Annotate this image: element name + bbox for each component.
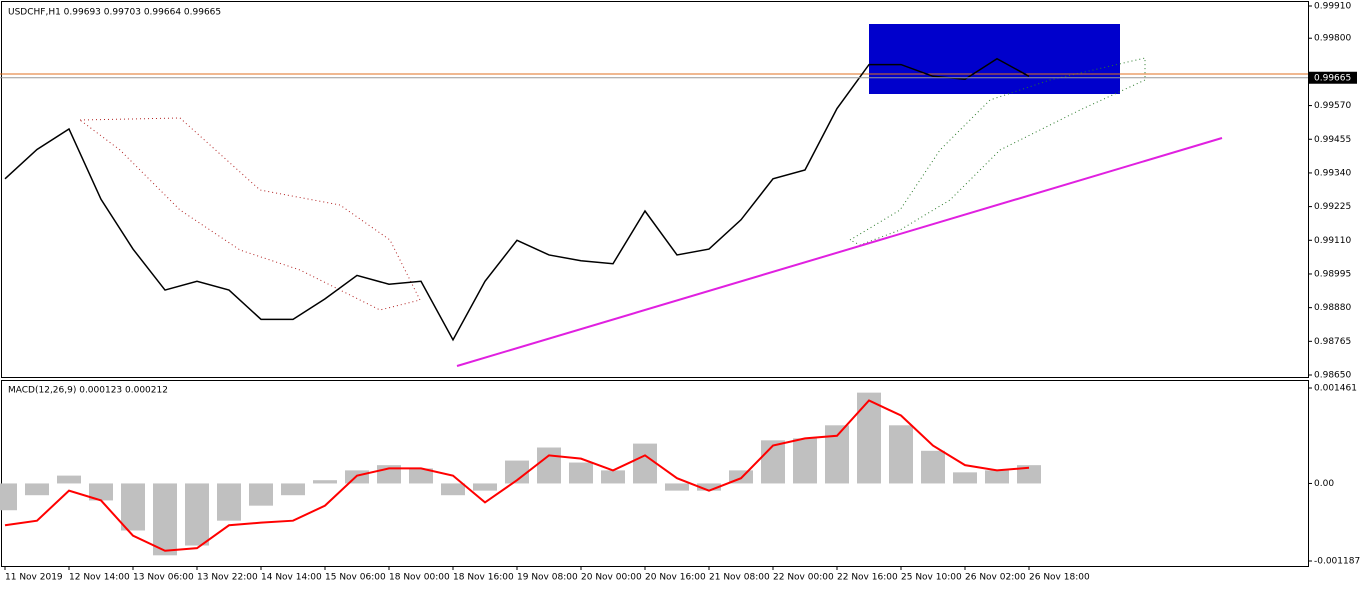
x-tick-label: 26 Nov 18:00 xyxy=(1029,573,1090,583)
histogram-bar xyxy=(601,470,625,484)
x-tick-label: 22 Nov 16:00 xyxy=(837,573,898,583)
x-tick-label: 14 Nov 14:00 xyxy=(261,573,322,583)
y-tick-label: 0.98765 xyxy=(1314,337,1351,347)
trend-line xyxy=(456,137,1223,367)
y-tick-label: 0.98650 xyxy=(1314,371,1351,381)
histogram-bar xyxy=(665,483,689,491)
highlight-box xyxy=(869,24,1120,94)
x-tick-label: 13 Nov 06:00 xyxy=(133,573,194,583)
histogram-bar xyxy=(633,443,657,484)
histogram-bar xyxy=(441,483,465,496)
y-tick-label: 0.98880 xyxy=(1314,303,1351,313)
histogram-bar xyxy=(121,483,145,531)
histogram-bar xyxy=(697,483,721,491)
price-line xyxy=(4,57,1030,342)
x-tick-label: 21 Nov 08:00 xyxy=(709,573,770,583)
histogram-bar xyxy=(889,425,913,484)
x-tick-label: 12 Nov 14:00 xyxy=(69,573,130,583)
histogram-bar xyxy=(89,483,113,501)
histogram-bar xyxy=(793,438,817,484)
y-tick-label: 0.99455 xyxy=(1314,135,1351,145)
y-tick-label: 0.99800 xyxy=(1314,34,1351,44)
histogram-bar xyxy=(953,472,977,484)
histogram-bar xyxy=(537,447,561,484)
y-tick-label: -0.001187 xyxy=(1314,557,1360,567)
histogram-bar xyxy=(921,450,945,484)
y-tick-label: 0.99570 xyxy=(1314,101,1351,111)
histogram-bar xyxy=(505,460,529,484)
histogram-bar xyxy=(313,480,337,484)
histogram-bar xyxy=(25,483,49,496)
x-tick-label: 22 Nov 00:00 xyxy=(773,573,834,583)
histogram-bar xyxy=(185,483,209,546)
x-tick-label: 25 Nov 10:00 xyxy=(901,573,962,583)
y-tick-label: 0.99225 xyxy=(1314,202,1351,212)
histogram-bar xyxy=(985,470,1009,484)
price-tag xyxy=(1309,71,1357,84)
signal-line xyxy=(4,399,1030,552)
price-tag-label: 0.99665 xyxy=(1314,73,1351,83)
y-tick-label: 0.99110 xyxy=(1314,236,1351,246)
y-tick-label: 0.99340 xyxy=(1314,168,1351,178)
x-tick-label: 26 Nov 02:00 xyxy=(965,573,1026,583)
histogram-bar xyxy=(857,392,881,484)
histogram-bar xyxy=(569,462,593,484)
x-tick-label: 19 Nov 08:00 xyxy=(517,573,578,583)
x-tick-label: 18 Nov 16:00 xyxy=(453,573,514,583)
histogram-bar xyxy=(217,483,241,521)
x-tick-label: 15 Nov 06:00 xyxy=(325,573,386,583)
x-tick-label: 20 Nov 00:00 xyxy=(581,573,642,583)
histogram-bar xyxy=(1017,465,1041,484)
histogram-bar xyxy=(153,483,177,556)
y-tick-label: 0.001461 xyxy=(1314,384,1357,394)
histogram-bar xyxy=(281,483,305,496)
macd-title: MACD(12,26,9) 0.000123 0.000212 xyxy=(8,386,168,396)
histogram-bar xyxy=(409,468,433,484)
histogram-bar xyxy=(761,440,785,484)
histogram-bar xyxy=(57,475,81,484)
main-frame xyxy=(1,1,1309,378)
histogram-bar xyxy=(249,483,273,506)
x-tick-label: 18 Nov 00:00 xyxy=(389,573,450,583)
y-tick-label: 0.99910 xyxy=(1314,2,1351,12)
histogram-bar xyxy=(825,425,849,484)
chart-title: USDCHF,H1 0.99693 0.99703 0.99664 0.9966… xyxy=(8,8,221,18)
x-tick-label: 13 Nov 22:00 xyxy=(197,573,258,583)
histogram-bar xyxy=(473,483,497,491)
histogram-bar xyxy=(0,483,17,511)
y-tick-label: 0.00 xyxy=(1314,479,1334,489)
x-tick-label: 20 Nov 16:00 xyxy=(645,573,706,583)
macd-frame xyxy=(1,380,1309,567)
x-tick-label: 11 Nov 2019 xyxy=(5,573,63,583)
y-tick-label: 0.98995 xyxy=(1314,269,1351,279)
